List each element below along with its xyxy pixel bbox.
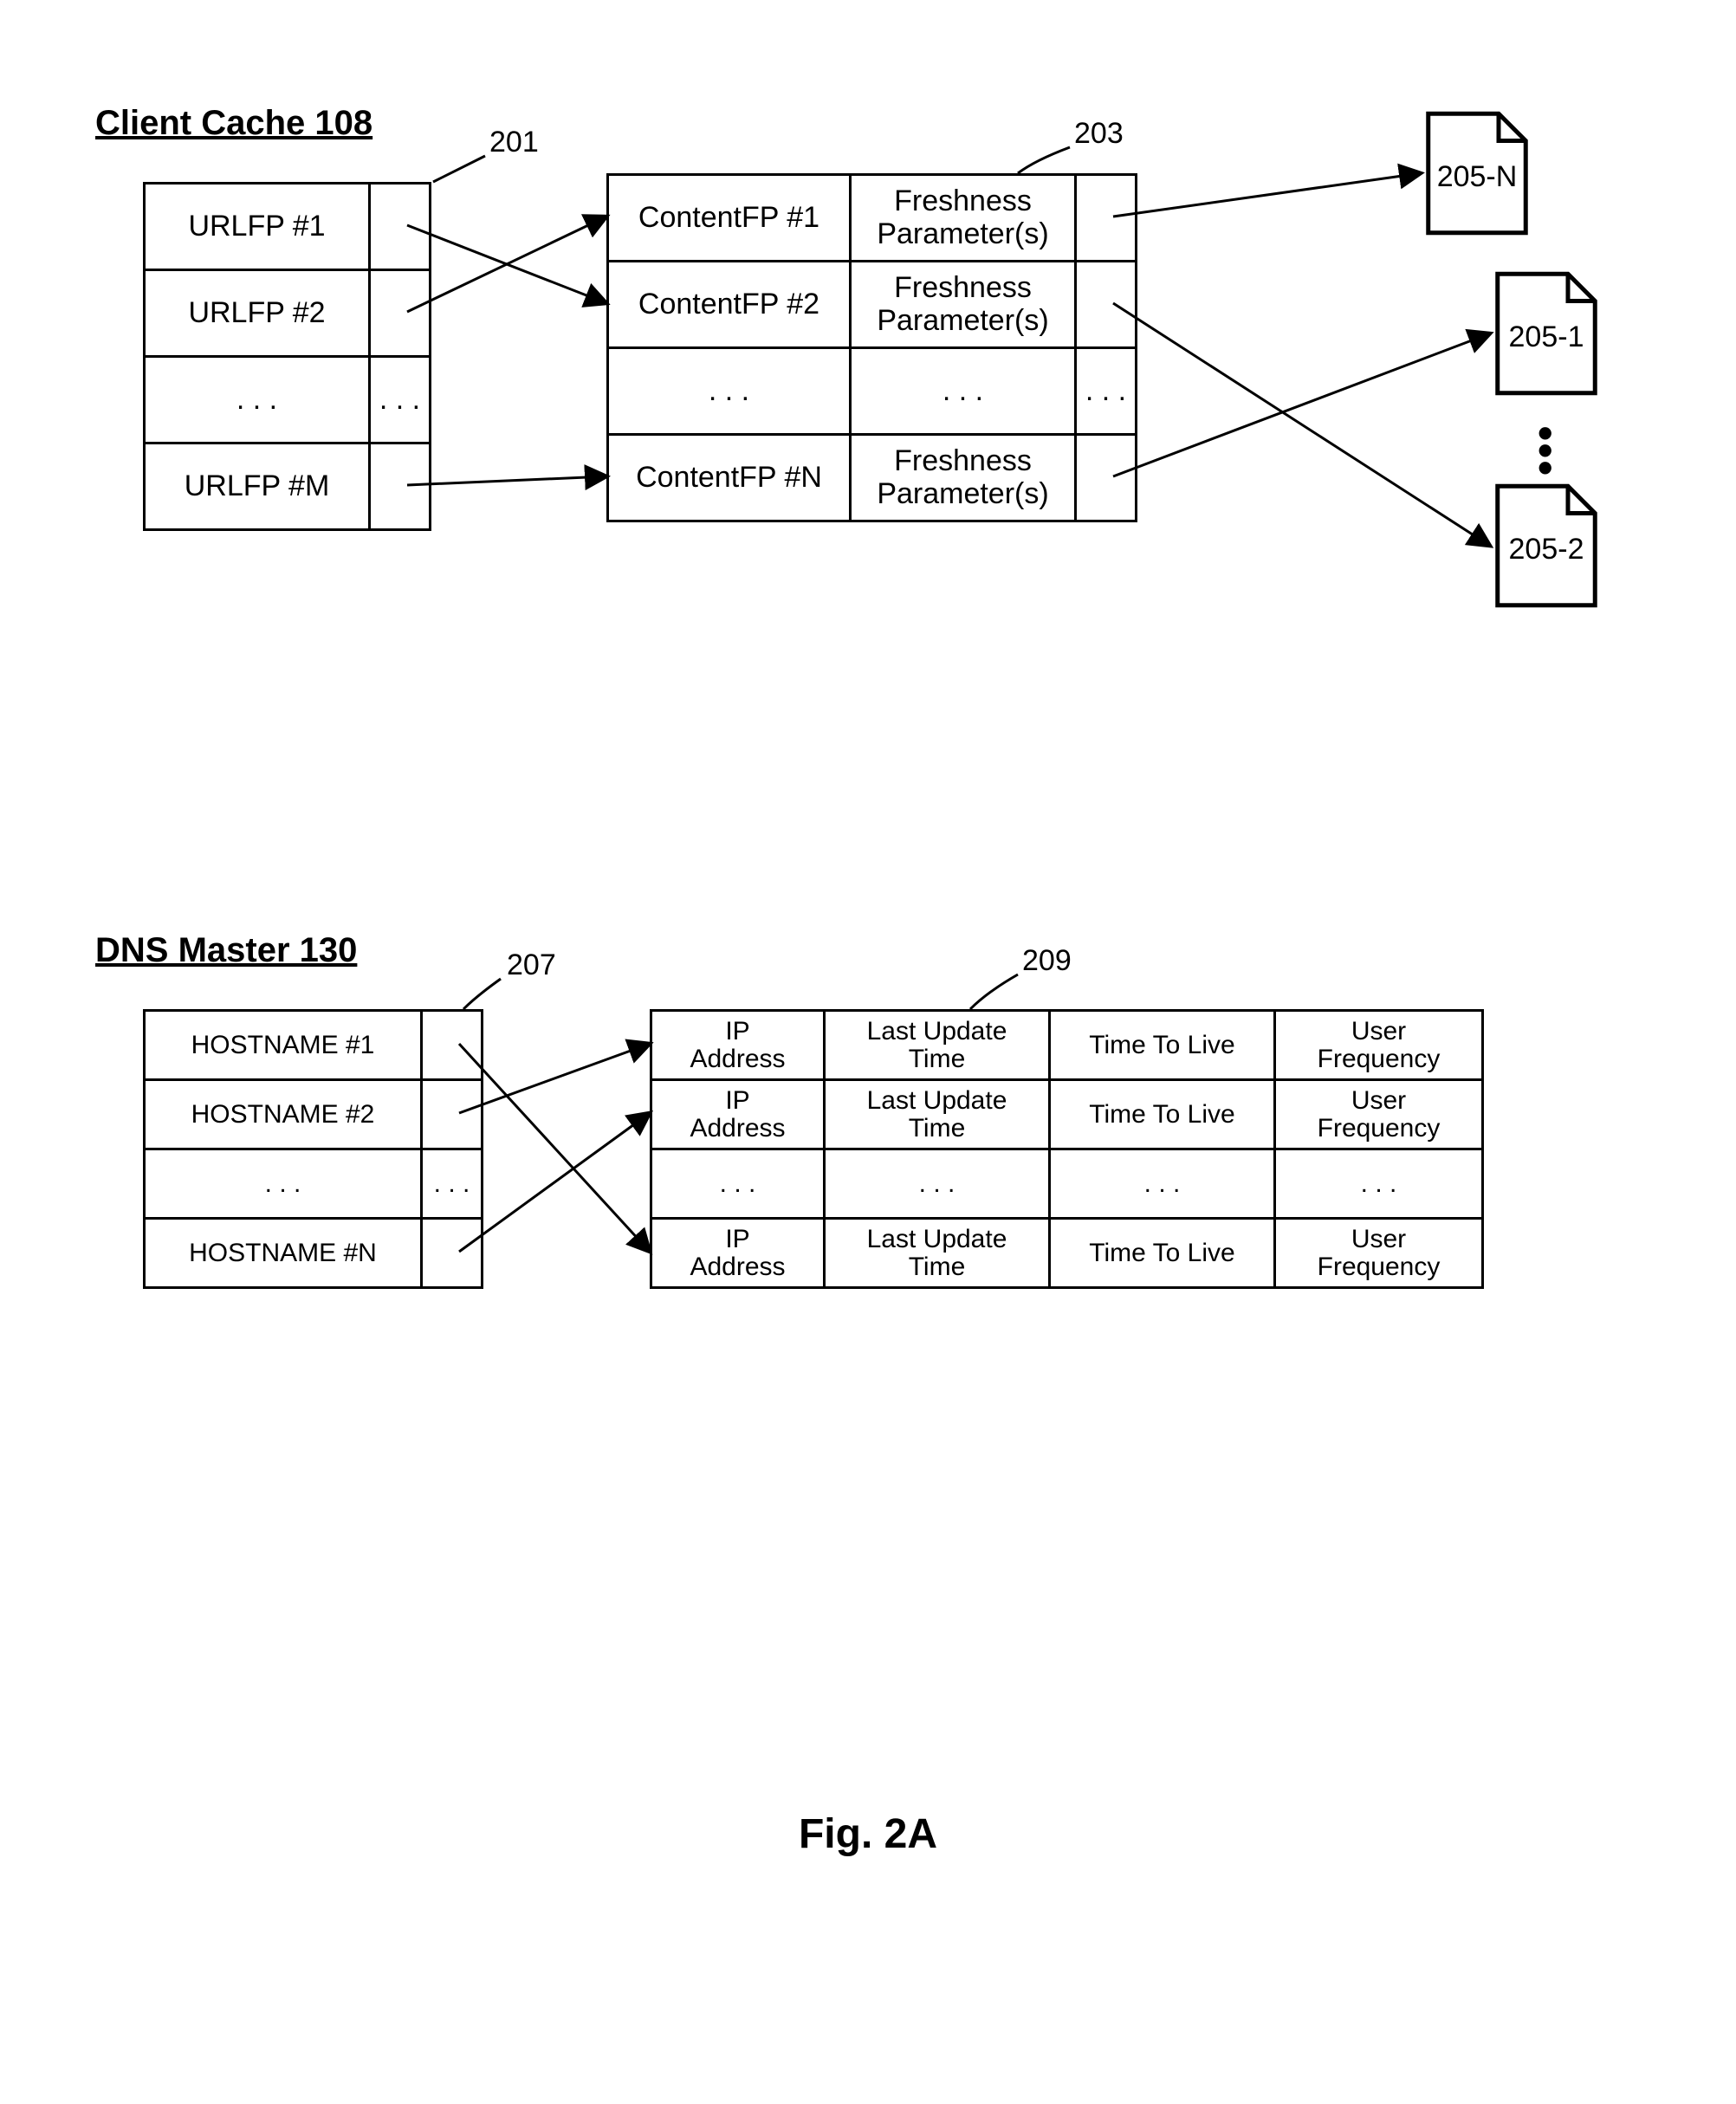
table-cell: . . . <box>1050 1149 1275 1219</box>
table-207: HOSTNAME #1HOSTNAME #2. . .. . .HOSTNAME… <box>143 1009 483 1289</box>
table-203: ContentFP #1FreshnessParameter(s)Content… <box>606 173 1137 522</box>
table-cell: . . . <box>608 348 851 435</box>
table-cell: ContentFP #1 <box>608 175 851 262</box>
table-cell: IPAddress <box>651 1080 825 1149</box>
label-209: 209 <box>1022 944 1072 978</box>
table-cell: UserFrequency <box>1275 1011 1483 1080</box>
table-cell: HOSTNAME #2 <box>145 1080 422 1149</box>
table-cell: . . . <box>370 357 431 443</box>
table-cell: FreshnessParameter(s) <box>851 262 1076 348</box>
figure-caption: Fig. 2A <box>0 1810 1736 1858</box>
table-cell: . . . <box>422 1149 483 1219</box>
table-cell: Last UpdateTime <box>825 1080 1050 1149</box>
label-207: 207 <box>507 948 556 982</box>
table-cell: . . . <box>651 1149 825 1219</box>
table-cell <box>422 1219 483 1288</box>
page: Client Cache 108 URLFP #1URLFP #2. . .. … <box>0 0 1736 2104</box>
table-cell <box>1076 175 1137 262</box>
table-cell: ContentFP #2 <box>608 262 851 348</box>
table-cell: UserFrequency <box>1275 1219 1483 1288</box>
table-cell <box>422 1080 483 1149</box>
table-cell: ContentFP #N <box>608 435 851 521</box>
doc-label-n: 205-N <box>1421 160 1533 194</box>
table-cell: Time To Live <box>1050 1011 1275 1080</box>
table-201: URLFP #1URLFP #2. . .. . .URLFP #M <box>143 182 431 531</box>
table-cell <box>370 270 431 357</box>
table-cell: URLFP #M <box>145 443 370 530</box>
section1-title: Client Cache 108 <box>95 104 372 143</box>
table-cell: . . . <box>825 1149 1050 1219</box>
table-cell: Last UpdateTime <box>825 1219 1050 1288</box>
table-cell: URLFP #2 <box>145 270 370 357</box>
table-cell: . . . <box>145 357 370 443</box>
table-cell: URLFP #1 <box>145 184 370 270</box>
label-201: 201 <box>489 126 539 159</box>
table-cell <box>422 1011 483 1080</box>
table-cell: Time To Live <box>1050 1219 1275 1288</box>
table-cell: FreshnessParameter(s) <box>851 435 1076 521</box>
table-cell: . . . <box>851 348 1076 435</box>
table-cell: IPAddress <box>651 1219 825 1288</box>
table-cell: IPAddress <box>651 1011 825 1080</box>
table-cell: Last UpdateTime <box>825 1011 1050 1080</box>
table-cell <box>1076 262 1137 348</box>
doc-label-2: 205-2 <box>1490 533 1603 566</box>
table-cell <box>370 443 431 530</box>
table-cell <box>1076 435 1137 521</box>
table-cell: . . . <box>1275 1149 1483 1219</box>
section2-title: DNS Master 130 <box>95 931 357 970</box>
doc-label-1: 205-1 <box>1490 320 1603 354</box>
label-203: 203 <box>1074 117 1124 151</box>
table-cell: Time To Live <box>1050 1080 1275 1149</box>
table-cell: HOSTNAME #N <box>145 1219 422 1288</box>
table-cell <box>370 184 431 270</box>
table-209: IPAddressLast UpdateTimeTime To LiveUser… <box>650 1009 1484 1289</box>
table-cell: UserFrequency <box>1275 1080 1483 1149</box>
table-cell: HOSTNAME #1 <box>145 1011 422 1080</box>
dots-vertical: ••• <box>1538 424 1553 476</box>
table-cell: . . . <box>145 1149 422 1219</box>
table-cell: FreshnessParameter(s) <box>851 175 1076 262</box>
table-cell: . . . <box>1076 348 1137 435</box>
